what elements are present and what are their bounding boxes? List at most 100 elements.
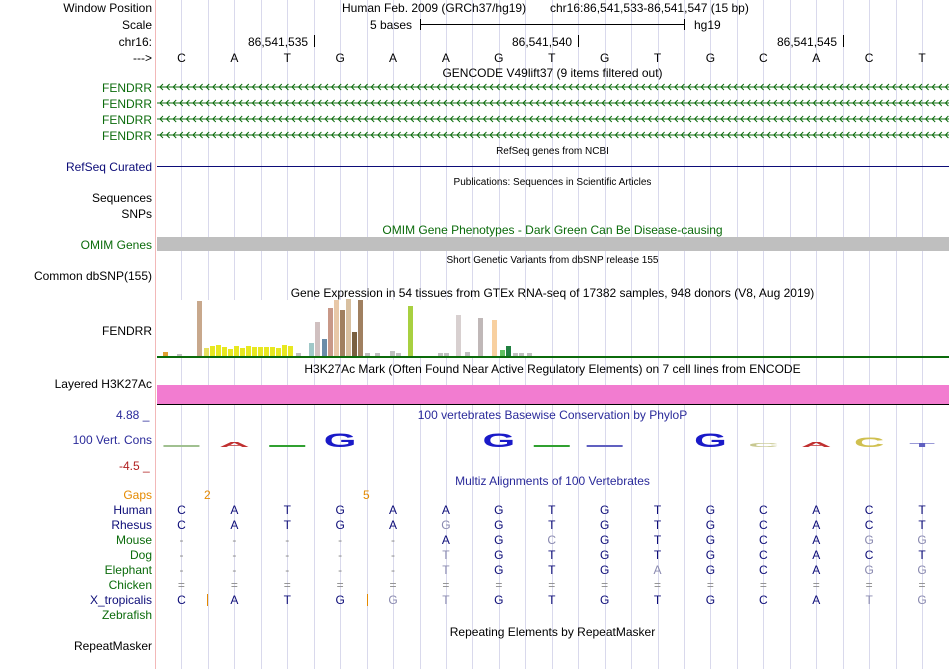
gencode-strand-chevron	[423, 115, 428, 123]
gencode-strand-chevron	[561, 83, 566, 91]
gencode-strand-chevron	[462, 83, 467, 91]
gencode-strand-chevron	[799, 131, 804, 139]
gtex-tissue-bar[interactable]	[396, 353, 401, 356]
gencode-strand-chevron	[660, 83, 665, 91]
gtex-tissue-bar[interactable]	[513, 353, 518, 356]
gencode-track-label-1[interactable]: FENDRR	[102, 81, 152, 95]
gtex-tissue-bar[interactable]	[444, 353, 449, 356]
gtex-tissue-bar[interactable]	[296, 353, 301, 356]
gtex-tissue-bar[interactable]	[346, 299, 351, 356]
gtex-tissue-bar[interactable]	[252, 347, 257, 356]
h3k27ac-label[interactable]: Layered H3K27Ac	[54, 377, 152, 391]
gtex-tissue-bar[interactable]	[375, 353, 380, 356]
gtex-tissue-bar[interactable]	[234, 346, 239, 356]
gencode-strand-chevron	[766, 99, 771, 107]
gencode-track-label-3[interactable]: FENDRR	[102, 113, 152, 127]
gtex-tissue-bar[interactable]	[527, 353, 532, 356]
gencode-strand-chevron	[812, 115, 817, 123]
gtex-tissue-bar[interactable]	[519, 353, 524, 356]
gtex-tissue-bar[interactable]	[240, 348, 245, 356]
gencode-strand-chevron	[680, 115, 685, 123]
publications-snps-label[interactable]: SNPs	[121, 207, 152, 221]
gtex-tissue-bar[interactable]	[222, 347, 227, 356]
gtex-tissue-bar[interactable]	[322, 339, 327, 356]
gencode-strand-chevron	[482, 131, 487, 139]
multiz-species-label[interactable]: Human	[113, 503, 152, 517]
gencode-track-label-4[interactable]: FENDRR	[102, 129, 152, 143]
gtex-tissue-bar[interactable]	[246, 346, 251, 356]
aligned-base: G	[599, 548, 610, 562]
gencode-strand-chevron	[165, 83, 170, 91]
gencode-strand-chevron	[377, 83, 382, 91]
multiz-species-label[interactable]: Mouse	[115, 533, 152, 547]
gtex-tissue-bar[interactable]	[276, 348, 281, 356]
gencode-strand-chevron	[753, 115, 758, 123]
gtex-tissue-bar[interactable]	[340, 310, 345, 356]
gtex-tissue-bar[interactable]	[163, 352, 168, 356]
gtex-tissue-bar[interactable]	[210, 346, 215, 356]
gtex-tissue-bar[interactable]	[352, 332, 357, 356]
gaps-label[interactable]: Gaps	[123, 488, 152, 502]
gencode-strand-chevron	[839, 131, 844, 139]
gencode-strand-chevron	[872, 83, 877, 91]
dbsnp-label[interactable]: Common dbSNP(155)	[33, 269, 152, 283]
gtex-tissue-bar[interactable]	[258, 347, 263, 356]
gencode-strand-chevron	[726, 83, 731, 91]
gtex-tissue-bar[interactable]	[465, 352, 470, 356]
gtex-tissue-bar[interactable]	[456, 315, 461, 356]
gencode-strand-chevron	[693, 115, 698, 123]
gtex-tissue-bar[interactable]	[334, 300, 339, 356]
gtex-tissue-bar[interactable]	[197, 301, 202, 356]
gtex-tissue-bar[interactable]	[438, 353, 443, 356]
refseq-label[interactable]: RefSeq Curated	[65, 160, 152, 174]
multiz-species-label[interactable]: X_tropicalis	[89, 593, 152, 607]
gtex-tissue-bar[interactable]	[500, 350, 505, 356]
aligned-base: T	[653, 593, 662, 607]
multiz-species-label[interactable]: Chicken	[108, 578, 152, 592]
gtex-tissue-bar[interactable]	[408, 306, 413, 356]
gtex-tissue-bar[interactable]	[177, 354, 182, 356]
multiz-species-label[interactable]: Rhesus	[111, 518, 152, 532]
gtex-tissue-bar[interactable]	[328, 308, 333, 356]
gtex-tissue-bar[interactable]	[216, 345, 221, 356]
h3k27ac-signal[interactable]	[157, 385, 949, 404]
refseq-gene-line[interactable]	[157, 166, 949, 167]
gtex-tissue-bar[interactable]	[506, 346, 511, 356]
gtex-tissue-bar[interactable]	[365, 353, 370, 356]
gencode-strand-chevron	[509, 115, 514, 123]
gencode-strand-chevron	[740, 83, 745, 91]
gtex-tissue-bar[interactable]	[492, 320, 497, 356]
omim-gene-bar[interactable]	[157, 237, 949, 251]
multiz-species-label[interactable]: Elephant	[104, 563, 152, 577]
multiz-species-label[interactable]: Dog	[129, 548, 152, 562]
gencode-strand-chevron	[192, 99, 197, 107]
multiz-species-label[interactable]: Zebrafish	[101, 608, 152, 622]
gtex-tissue-bar[interactable]	[204, 348, 209, 356]
grid-line	[816, 0, 817, 669]
position-text[interactable]: chr16:86,541,533-86,541,547 (15 bp)	[550, 1, 749, 15]
conservation-label[interactable]: 100 Vert. Cons	[72, 433, 152, 447]
omim-label[interactable]: OMIM Genes	[80, 238, 152, 252]
gencode-strand-chevron	[660, 115, 665, 123]
gtex-tissue-bar[interactable]	[270, 347, 275, 356]
gtex-tissue-bar[interactable]	[264, 347, 269, 356]
gtex-tissue-bar[interactable]	[358, 300, 363, 356]
gtex-tissue-bar[interactable]	[390, 351, 395, 356]
gencode-strand-chevron	[647, 83, 652, 91]
gtex-tissue-bar[interactable]	[228, 349, 233, 356]
gencode-strand-chevron	[324, 131, 329, 139]
aligned-base: -	[391, 548, 396, 562]
repeatmasker-label[interactable]: RepeatMasker	[73, 639, 152, 653]
gtex-tissue-bar[interactable]	[288, 346, 293, 356]
gtex-label[interactable]: FENDRR	[102, 324, 152, 338]
gtex-tissue-bar[interactable]	[309, 343, 314, 356]
gtex-tissue-bar[interactable]	[315, 322, 320, 356]
gencode-track-label-2[interactable]: FENDRR	[102, 97, 152, 111]
gtex-tissue-bar[interactable]	[478, 318, 483, 356]
publications-sequences-label[interactable]: Sequences	[91, 191, 152, 205]
gencode-strand-chevron	[390, 115, 395, 123]
gencode-strand-chevron	[568, 115, 573, 123]
gtex-tissue-bar[interactable]	[282, 345, 287, 356]
